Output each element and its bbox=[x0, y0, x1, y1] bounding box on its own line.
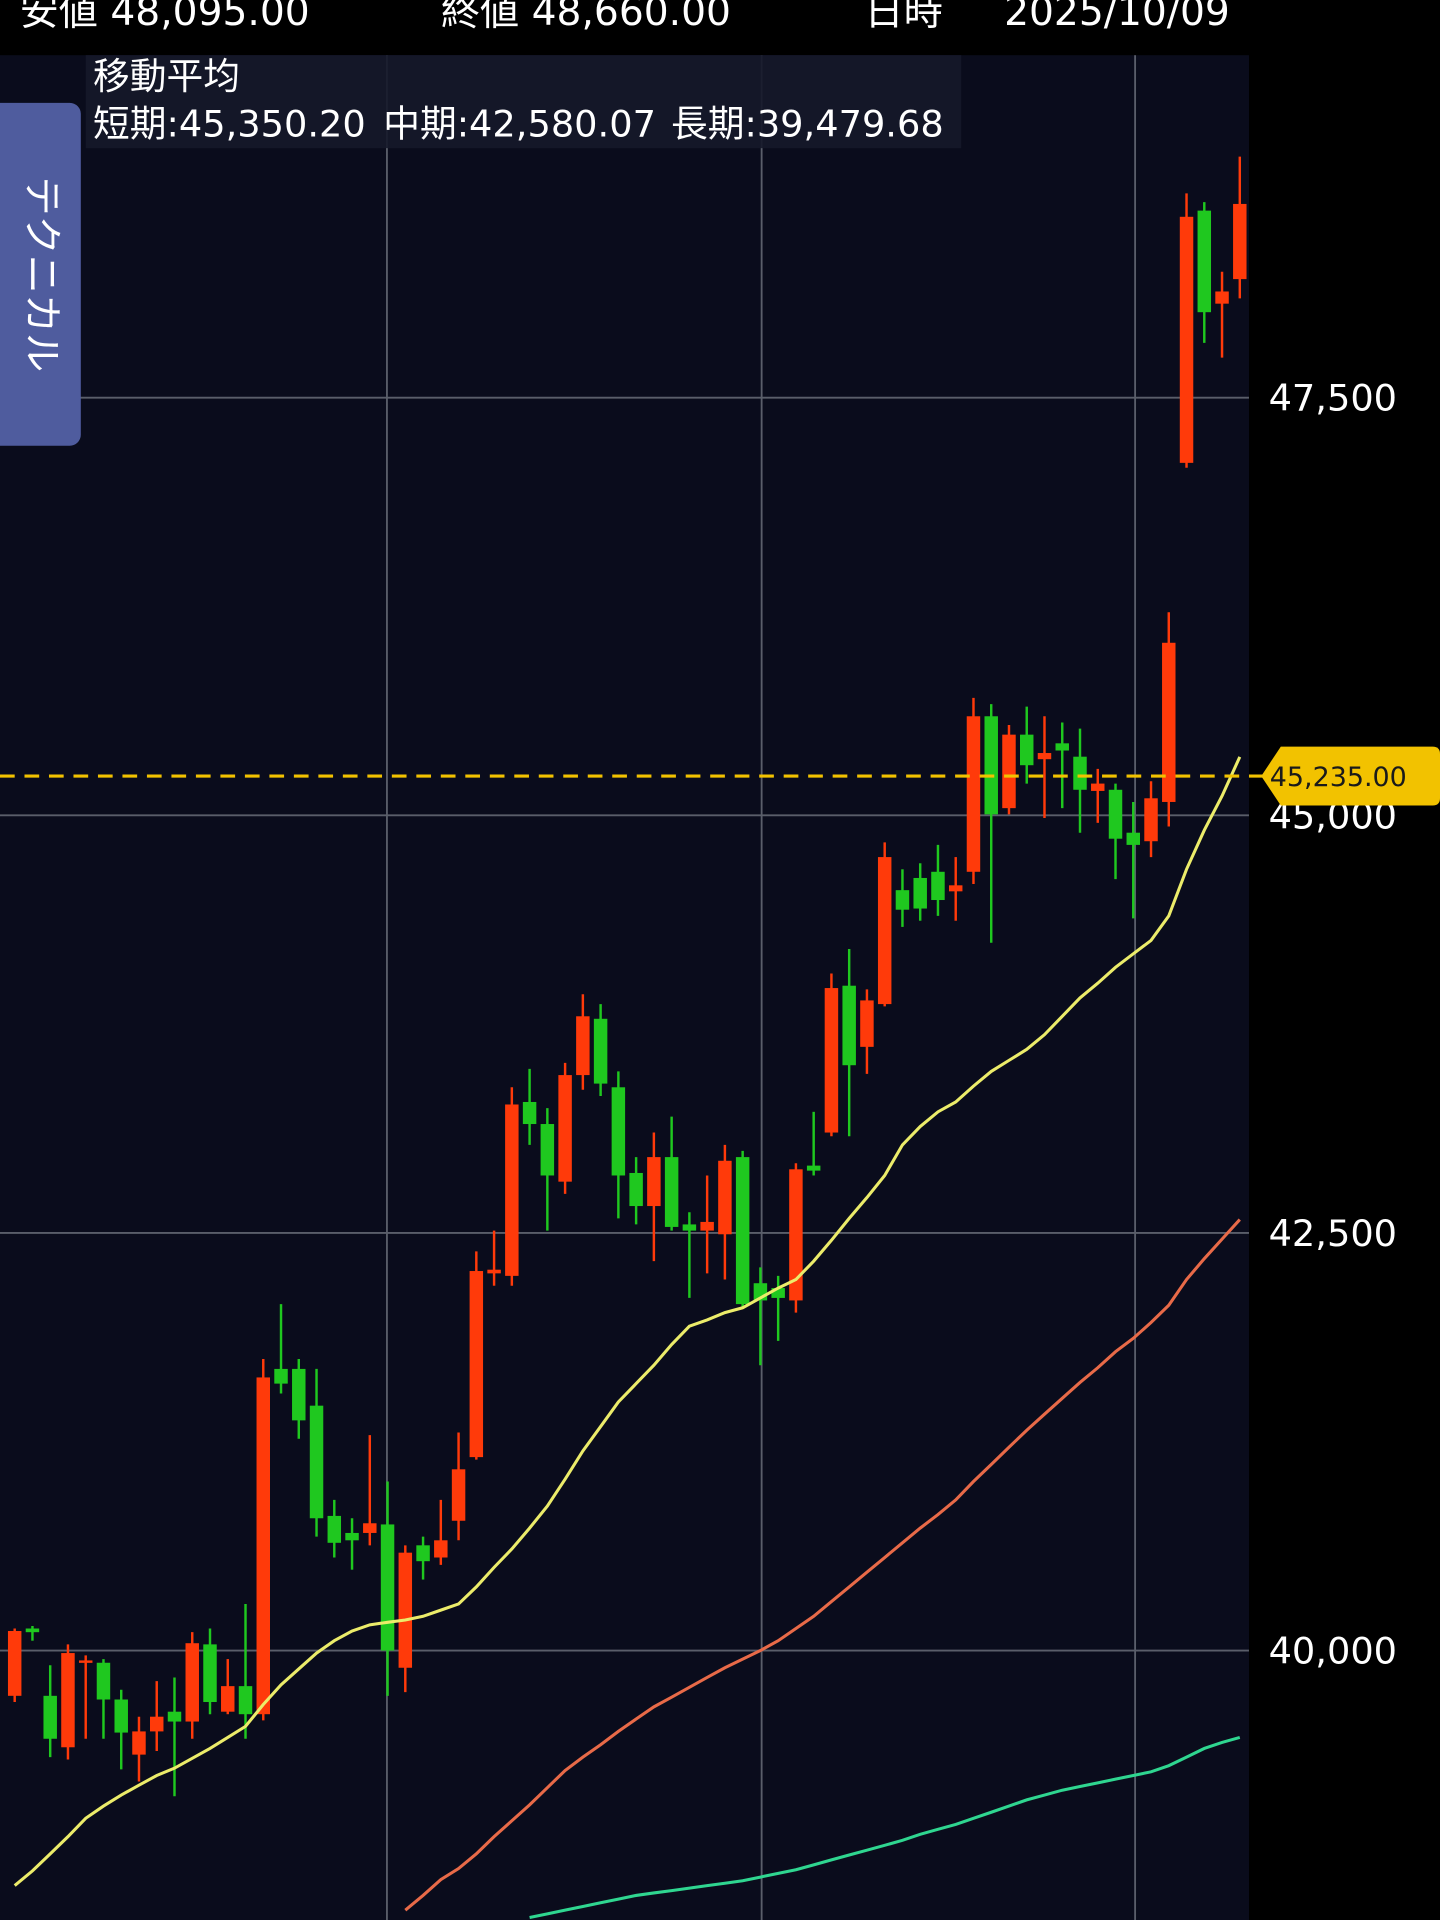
candle-body bbox=[806, 1165, 821, 1171]
candle-body bbox=[629, 1172, 643, 1207]
candle-body bbox=[789, 1169, 803, 1301]
candle-body bbox=[522, 1101, 537, 1125]
y-tick-label: 40,000 bbox=[1269, 1630, 1397, 1673]
candle-body bbox=[647, 1157, 661, 1207]
header-low: 安値 48,095.00 bbox=[20, 0, 310, 35]
candle-body bbox=[771, 1288, 785, 1298]
header-date: 2025/10/09 bbox=[1004, 0, 1230, 35]
legend-box bbox=[85, 55, 962, 149]
candle-body bbox=[238, 1686, 253, 1715]
moving-average-line bbox=[529, 1735, 1241, 1919]
candle-body bbox=[150, 1716, 164, 1732]
candle-body bbox=[1126, 832, 1140, 845]
candle-body bbox=[96, 1662, 111, 1700]
candle-body bbox=[469, 1271, 484, 1458]
candle-body bbox=[824, 988, 839, 1133]
candle-body bbox=[984, 716, 998, 815]
candle-body bbox=[274, 1368, 288, 1384]
candle-body bbox=[966, 716, 981, 872]
price-tag bbox=[1261, 746, 1440, 806]
candle-body bbox=[1073, 756, 1087, 790]
candle-body bbox=[558, 1075, 572, 1182]
candle-body bbox=[434, 1540, 448, 1558]
moving-average-line bbox=[404, 1218, 1241, 1912]
candle-body bbox=[167, 1711, 182, 1722]
candle-body bbox=[895, 890, 910, 910]
candle-body bbox=[913, 877, 927, 909]
candle-body bbox=[860, 1000, 874, 1047]
candle-body bbox=[1197, 210, 1212, 313]
side-tab[interactable] bbox=[0, 102, 81, 446]
moving-average-line bbox=[13, 756, 1242, 1887]
candle-body bbox=[593, 1018, 608, 1084]
candle-body bbox=[309, 1405, 324, 1519]
candle-body bbox=[363, 1523, 377, 1533]
header-date-label: 日時 bbox=[864, 0, 942, 35]
candle-body bbox=[931, 871, 945, 901]
candle-body bbox=[345, 1532, 359, 1541]
candle-body bbox=[1179, 216, 1194, 463]
candle-body bbox=[1108, 789, 1123, 839]
candle-body bbox=[735, 1157, 750, 1305]
candle-body bbox=[132, 1731, 146, 1755]
candle-body bbox=[380, 1524, 395, 1651]
legend-title: 移動平均 bbox=[93, 55, 240, 98]
candle-body bbox=[576, 1016, 590, 1076]
legend-entry: 短期:45,350.20 bbox=[93, 103, 366, 146]
candle-body bbox=[398, 1552, 413, 1668]
candle-body bbox=[948, 885, 963, 892]
candle-body bbox=[451, 1469, 466, 1521]
candle-body bbox=[327, 1515, 342, 1543]
side-tab-label[interactable]: テクニカル bbox=[19, 176, 64, 372]
candle-body bbox=[700, 1221, 714, 1231]
candle-body bbox=[416, 1545, 430, 1562]
price-tag-label: 45,235.00 bbox=[1270, 762, 1407, 793]
candle-body bbox=[185, 1643, 199, 1722]
candle-body bbox=[114, 1699, 128, 1733]
candle-body bbox=[43, 1695, 57, 1739]
plot bbox=[7, 156, 1247, 1919]
header-bar bbox=[0, 0, 1440, 56]
candle-body bbox=[292, 1368, 306, 1421]
candle-body bbox=[877, 857, 892, 1005]
candle-body bbox=[78, 1660, 93, 1663]
candle-body bbox=[1144, 798, 1158, 842]
candle-body bbox=[487, 1269, 501, 1274]
y-tick-label: 42,500 bbox=[1269, 1212, 1397, 1255]
candle-body bbox=[1091, 783, 1105, 791]
candle-body bbox=[256, 1377, 270, 1715]
candle-body bbox=[7, 1631, 22, 1696]
y-tick-label: 47,500 bbox=[1269, 377, 1397, 420]
plot-area bbox=[0, 55, 1249, 1920]
candle-body bbox=[61, 1653, 75, 1748]
candle-body bbox=[1055, 743, 1069, 751]
candle-body bbox=[540, 1124, 555, 1176]
candle-body bbox=[842, 985, 856, 1066]
candle-body bbox=[1215, 291, 1229, 304]
candle-body bbox=[1233, 203, 1247, 280]
candle-body bbox=[221, 1686, 235, 1712]
candle-body bbox=[1002, 734, 1016, 809]
legend-entry: 長期:39,479.68 bbox=[671, 103, 944, 146]
header-close: 終値 48,660.00 bbox=[441, 0, 731, 35]
candle-body bbox=[1162, 642, 1176, 802]
candle-body bbox=[682, 1224, 697, 1231]
candle-body bbox=[1020, 734, 1034, 766]
candle-body bbox=[664, 1157, 679, 1227]
candle-body bbox=[718, 1160, 732, 1235]
candle-body bbox=[611, 1087, 626, 1176]
legend-entry: 中期:42,580.07 bbox=[383, 103, 656, 146]
candle-body bbox=[203, 1644, 217, 1703]
candle-body bbox=[1037, 753, 1052, 760]
candle-body bbox=[505, 1104, 519, 1276]
candle-body bbox=[25, 1628, 40, 1633]
